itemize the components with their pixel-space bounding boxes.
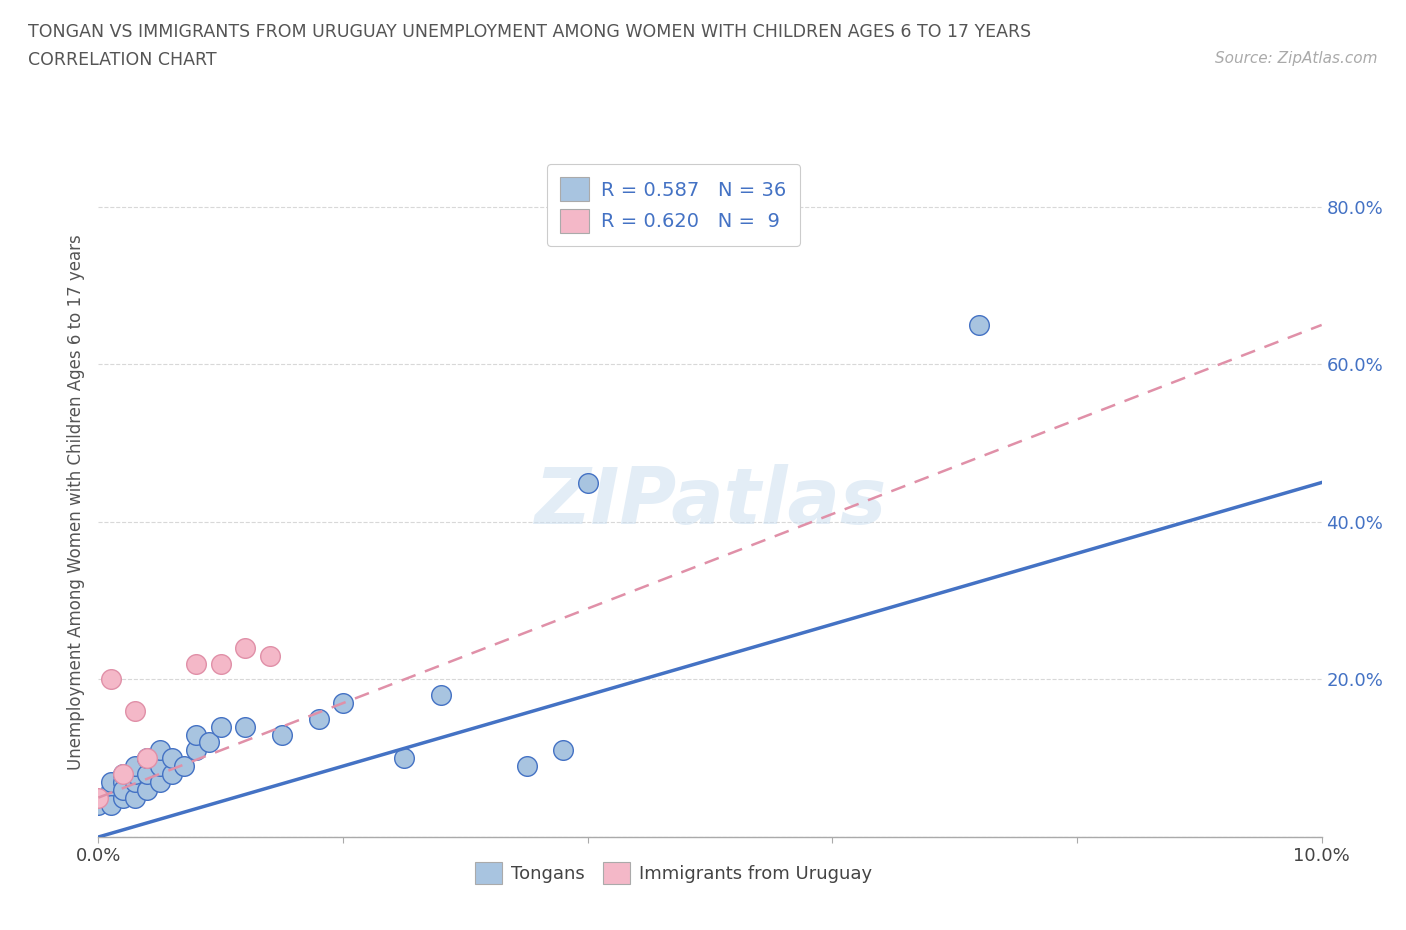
Point bbox=[160, 766, 183, 781]
Point bbox=[100, 672, 122, 687]
Point bbox=[233, 719, 256, 734]
Point bbox=[516, 759, 538, 774]
Point bbox=[136, 751, 159, 765]
Point bbox=[270, 727, 292, 742]
Point bbox=[967, 317, 990, 332]
Point bbox=[430, 688, 453, 703]
Point bbox=[186, 657, 208, 671]
Point bbox=[576, 475, 599, 490]
Point bbox=[209, 719, 232, 734]
Point bbox=[124, 790, 146, 805]
Point bbox=[124, 766, 146, 781]
Point bbox=[332, 696, 354, 711]
Point bbox=[136, 766, 159, 781]
Point bbox=[186, 743, 208, 758]
Point bbox=[553, 743, 575, 758]
Point bbox=[392, 751, 416, 765]
Point bbox=[111, 766, 134, 781]
Point bbox=[100, 790, 122, 805]
Point bbox=[100, 798, 122, 813]
Legend: Tongans, Immigrants from Uruguay: Tongans, Immigrants from Uruguay bbox=[464, 851, 883, 895]
Text: TONGAN VS IMMIGRANTS FROM URUGUAY UNEMPLOYMENT AMONG WOMEN WITH CHILDREN AGES 6 : TONGAN VS IMMIGRANTS FROM URUGUAY UNEMPL… bbox=[28, 23, 1031, 41]
Point bbox=[259, 648, 281, 663]
Point bbox=[308, 711, 330, 726]
Point bbox=[233, 641, 256, 656]
Point bbox=[111, 766, 134, 781]
Point bbox=[149, 743, 172, 758]
Point bbox=[149, 775, 172, 790]
Point bbox=[111, 782, 134, 797]
Point bbox=[136, 782, 159, 797]
Y-axis label: Unemployment Among Women with Children Ages 6 to 17 years: Unemployment Among Women with Children A… bbox=[66, 234, 84, 770]
Point bbox=[124, 703, 146, 718]
Point bbox=[87, 798, 110, 813]
Point bbox=[111, 790, 134, 805]
Point bbox=[186, 727, 208, 742]
Point bbox=[87, 790, 110, 805]
Text: CORRELATION CHART: CORRELATION CHART bbox=[28, 51, 217, 69]
Point bbox=[111, 775, 134, 790]
Point bbox=[100, 782, 122, 797]
Point bbox=[124, 759, 146, 774]
Point bbox=[197, 735, 219, 750]
Point bbox=[100, 775, 122, 790]
Point bbox=[160, 751, 183, 765]
Point bbox=[149, 759, 172, 774]
Point bbox=[136, 751, 159, 765]
Point bbox=[173, 759, 195, 774]
Point bbox=[124, 775, 146, 790]
Text: ZIPatlas: ZIPatlas bbox=[534, 464, 886, 540]
Text: Source: ZipAtlas.com: Source: ZipAtlas.com bbox=[1215, 51, 1378, 66]
Point bbox=[209, 657, 232, 671]
